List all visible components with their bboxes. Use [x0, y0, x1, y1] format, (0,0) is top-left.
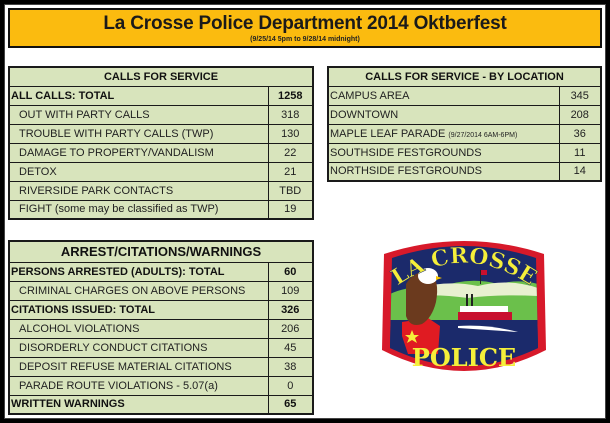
table-row: ALL CALLS: TOTAL 1258: [8, 85, 314, 106]
row-label: DISORDERLY CONDUCT CITATIONS: [8, 337, 269, 358]
table-row: FIGHT (some may be classified as TWP) 19: [8, 199, 314, 220]
row-label: OUT WITH PARTY CALLS: [8, 104, 269, 125]
table-row: TROUBLE WITH PARTY CALLS (TWP) 130: [8, 123, 314, 144]
row-note: (9/27/2014 6AM-6PM): [448, 131, 518, 139]
table-row: DISORDERLY CONDUCT CITATIONS 45: [8, 337, 314, 358]
row-value: 38: [267, 356, 314, 377]
title-banner: La Crosse Police Department 2014 Oktberf…: [8, 8, 602, 48]
table-row: DEPOSIT REFUSE MATERIAL CITATIONS 38: [8, 356, 314, 377]
table-row: ALCOHOL VIOLATIONS 206: [8, 318, 314, 339]
table-row: RIVERSIDE PARK CONTACTS TBD: [8, 180, 314, 201]
row-label: DETOX: [8, 161, 269, 182]
location-table-title: CALLS FOR SERVICE - BY LOCATION: [327, 66, 602, 87]
row-label: CITATIONS ISSUED: TOTAL: [8, 299, 269, 320]
row-label: PERSONS ARRESTED (ADULTS): TOTAL: [8, 261, 269, 282]
row-label: NORTHSIDE FESTGROUNDS: [327, 161, 560, 182]
row-label: WRITTEN WARNINGS: [8, 394, 269, 415]
row-value: 326: [267, 299, 314, 320]
table-row: PARADE ROUTE VIOLATIONS - 5.07(a) 0: [8, 375, 314, 396]
row-value: 1258: [267, 85, 314, 106]
row-label: CAMPUS AREA: [327, 85, 560, 106]
table-row: PERSONS ARRESTED (ADULTS): TOTAL 60: [8, 261, 314, 282]
row-label: PARADE ROUTE VIOLATIONS - 5.07(a): [8, 375, 269, 396]
row-value: 36: [558, 123, 602, 144]
row-value: 65: [267, 394, 314, 415]
row-value: 22: [267, 142, 314, 163]
row-label: DAMAGE TO PROPERTY/VANDALISM: [8, 142, 269, 163]
row-label: RIVERSIDE PARK CONTACTS: [8, 180, 269, 201]
row-value: 130: [267, 123, 314, 144]
row-value: 11: [558, 142, 602, 163]
page-title: La Crosse Police Department 2014 Oktberf…: [103, 13, 507, 34]
table-row: WRITTEN WARNINGS 65: [8, 394, 314, 415]
table-row: DOWNTOWN 208: [327, 104, 602, 125]
row-label: ALCOHOL VIOLATIONS: [8, 318, 269, 339]
table-row: CRIMINAL CHARGES ON ABOVE PERSONS 109: [8, 280, 314, 301]
row-value: 14: [558, 161, 602, 182]
row-value: 0: [267, 375, 314, 396]
calls-for-service-table: CALLS FOR SERVICE ALL CALLS: TOTAL 1258 …: [8, 66, 314, 220]
table-row: DETOX 21: [8, 161, 314, 182]
table-row: CITATIONS ISSUED: TOTAL 326: [8, 299, 314, 320]
table-row: OUT WITH PARTY CALLS 318: [8, 104, 314, 125]
table-row: MAPLE LEAF PARADE (9/27/2014 6AM-6PM) 36: [327, 123, 602, 144]
calls-by-location-table: CALLS FOR SERVICE - BY LOCATION CAMPUS A…: [327, 66, 602, 182]
row-value: TBD: [267, 180, 314, 201]
date-range-subtitle: (9/25/14 5pm to 9/28/14 midnight): [250, 36, 360, 43]
row-value: 208: [558, 104, 602, 125]
row-value: 345: [558, 85, 602, 106]
table-row: SOUTHSIDE FESTGROUNDS 11: [327, 142, 602, 163]
row-value: 21: [267, 161, 314, 182]
table-row: NORTHSIDE FESTGROUNDS 14: [327, 161, 602, 182]
arrests-table-title: ARREST/CITATIONS/WARNINGS: [8, 240, 314, 263]
row-label-with-note: MAPLE LEAF PARADE (9/27/2014 6AM-6PM): [327, 123, 560, 144]
row-label: FIGHT (some may be classified as TWP): [8, 199, 269, 220]
calls-table-title: CALLS FOR SERVICE: [8, 66, 314, 87]
row-value: 206: [267, 318, 314, 339]
row-value: 60: [267, 261, 314, 282]
row-label: SOUTHSIDE FESTGROUNDS: [327, 142, 560, 163]
patch-bottom-text: POLICE: [412, 343, 516, 372]
police-patch-logo: LA CROSSE POLICE: [378, 236, 550, 378]
table-row: CAMPUS AREA 345: [327, 85, 602, 106]
row-label: TROUBLE WITH PARTY CALLS (TWP): [8, 123, 269, 144]
arrests-citations-warnings-table: ARREST/CITATIONS/WARNINGS PERSONS ARREST…: [8, 240, 314, 415]
row-value: 19: [267, 199, 314, 220]
row-label: MAPLE LEAF PARADE: [330, 127, 446, 140]
row-value: 45: [267, 337, 314, 358]
police-patch-icon: LA CROSSE POLICE: [382, 241, 546, 372]
row-label: DOWNTOWN: [327, 104, 560, 125]
row-value: 109: [267, 280, 314, 301]
row-label: DEPOSIT REFUSE MATERIAL CITATIONS: [8, 356, 269, 377]
row-label: ALL CALLS: TOTAL: [8, 85, 269, 106]
row-label: CRIMINAL CHARGES ON ABOVE PERSONS: [8, 280, 269, 301]
row-value: 318: [267, 104, 314, 125]
table-row: DAMAGE TO PROPERTY/VANDALISM 22: [8, 142, 314, 163]
